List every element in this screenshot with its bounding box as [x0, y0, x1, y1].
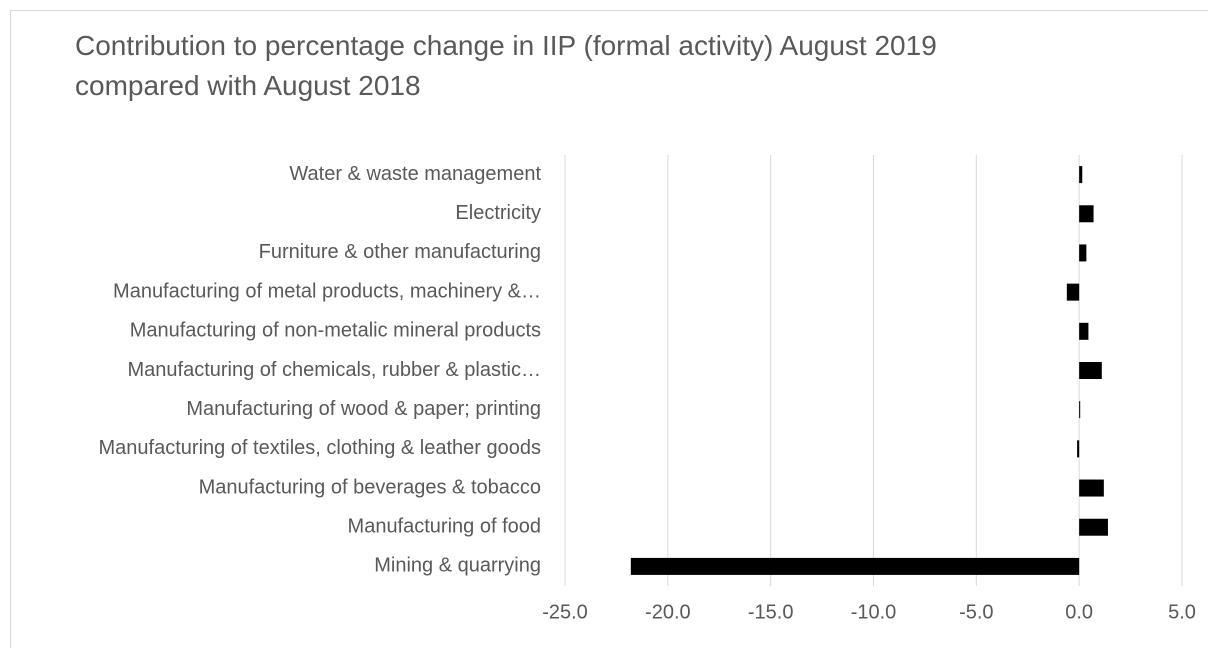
y-tick-label: Manufacturing of non-metalic mineral pro… — [130, 320, 541, 342]
y-tick-label: Manufacturing of beverages & tobacco — [199, 476, 541, 498]
bar — [1079, 518, 1108, 536]
y-tick-label: Furniture & other manufacturing — [259, 241, 541, 263]
bar — [1079, 479, 1104, 497]
bar — [1079, 166, 1083, 184]
chart-border — [10, 10, 1208, 648]
y-tick-label: Manufacturing of textiles, clothing & le… — [99, 437, 541, 459]
y-tick-label: Water & waste management — [289, 163, 541, 185]
bar — [1066, 283, 1080, 301]
x-tick-label: 0.0 — [1065, 601, 1093, 623]
chart-title: Contribution to percentage change in IIP… — [75, 30, 937, 101]
y-tick-label: Mining & quarrying — [374, 555, 541, 577]
y-tick-label: Manufacturing of food — [348, 516, 541, 538]
bar — [1077, 440, 1080, 458]
bar — [1079, 244, 1087, 262]
x-tick-label: 5.0 — [1168, 601, 1196, 623]
bar — [1079, 362, 1102, 379]
bar — [1079, 401, 1081, 419]
x-tick-label: -15.0 — [748, 601, 794, 623]
y-tick-label: Electricity — [455, 202, 541, 224]
y-tick-label: Manufacturing of wood & paper; printing — [186, 398, 541, 420]
y-tick-label: Manufacturing of chemicals, rubber & pla… — [127, 359, 541, 381]
bar — [1079, 322, 1089, 340]
x-tick-label: -5.0 — [959, 601, 993, 623]
x-tick-label: -10.0 — [851, 601, 897, 623]
bar — [1079, 205, 1094, 223]
y-tick-label: Manufacturing of metal products, machine… — [113, 280, 541, 302]
bar — [630, 557, 1080, 575]
x-tick-label: -25.0 — [542, 601, 588, 623]
x-tick-label: -20.0 — [645, 601, 691, 623]
